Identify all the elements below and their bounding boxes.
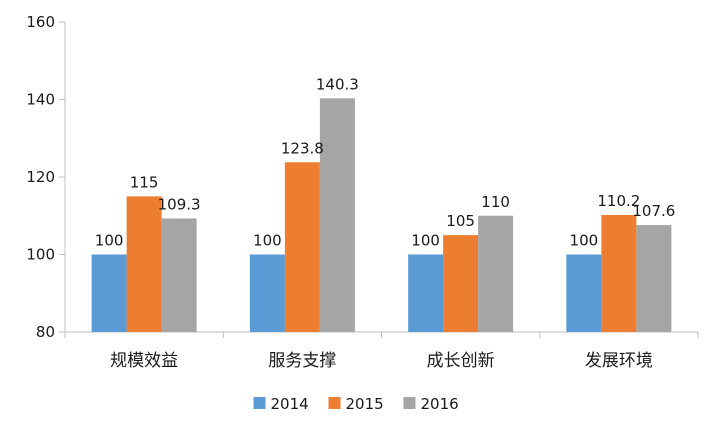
x-axis: 规模效益 服务支撑 成长创新 发展环境 [64,331,699,371]
bar-2015 [284,162,320,332]
data-label: 109.3 [158,195,201,213]
bar-2015 [443,235,479,332]
data-label: 110 [481,193,510,211]
y-axis: 80 100 120 140 160 [26,13,66,341]
x-tick-label: 规模效益 [110,351,178,371]
bar-2014 [408,254,444,332]
bar-2014 [91,254,127,332]
data-label: 115 [130,173,159,191]
bar-2016 [478,215,514,332]
data-label: 105 [446,212,475,230]
x-tick-label: 服务支撑 [268,351,336,371]
bars [91,98,672,333]
y-tick-label: 160 [26,13,55,31]
y-tick-label: 80 [36,323,55,341]
x-tick-label: 发展环境 [585,351,653,371]
data-label: 123.8 [281,139,324,157]
legend-swatch-2015 [328,397,341,409]
y-tick-label: 120 [26,168,55,186]
legend-swatch-2014 [253,397,266,409]
bar-2014 [249,254,285,332]
data-label: 100 [95,232,124,250]
bar-2016 [636,225,672,332]
data-labels: 100 115 109.3 100 123.8 140.3 100 105 110 100 110.… [95,75,676,249]
data-label: 100 [253,232,282,250]
data-label: 140.3 [316,75,359,93]
x-tick-label: 成长创新 [427,351,495,371]
legend-label: 2016 [421,395,459,413]
legend-label: 2015 [346,395,384,413]
data-label: 107.6 [632,202,675,220]
legend-swatch-2016 [403,397,416,409]
data-label: 100 [411,232,440,250]
legend-label: 2014 [271,395,309,413]
y-tick-label: 140 [26,91,55,109]
y-tick-label: 100 [26,246,55,264]
bar-2015 [601,214,637,332]
data-label: 100 [570,232,599,250]
bar-2015 [126,196,162,332]
data-label: 110.2 [597,192,640,210]
bar-2016 [319,98,355,333]
legend: 2014 2015 2016 [253,395,459,413]
bar-2014 [566,254,602,332]
bar-2016 [161,218,197,332]
